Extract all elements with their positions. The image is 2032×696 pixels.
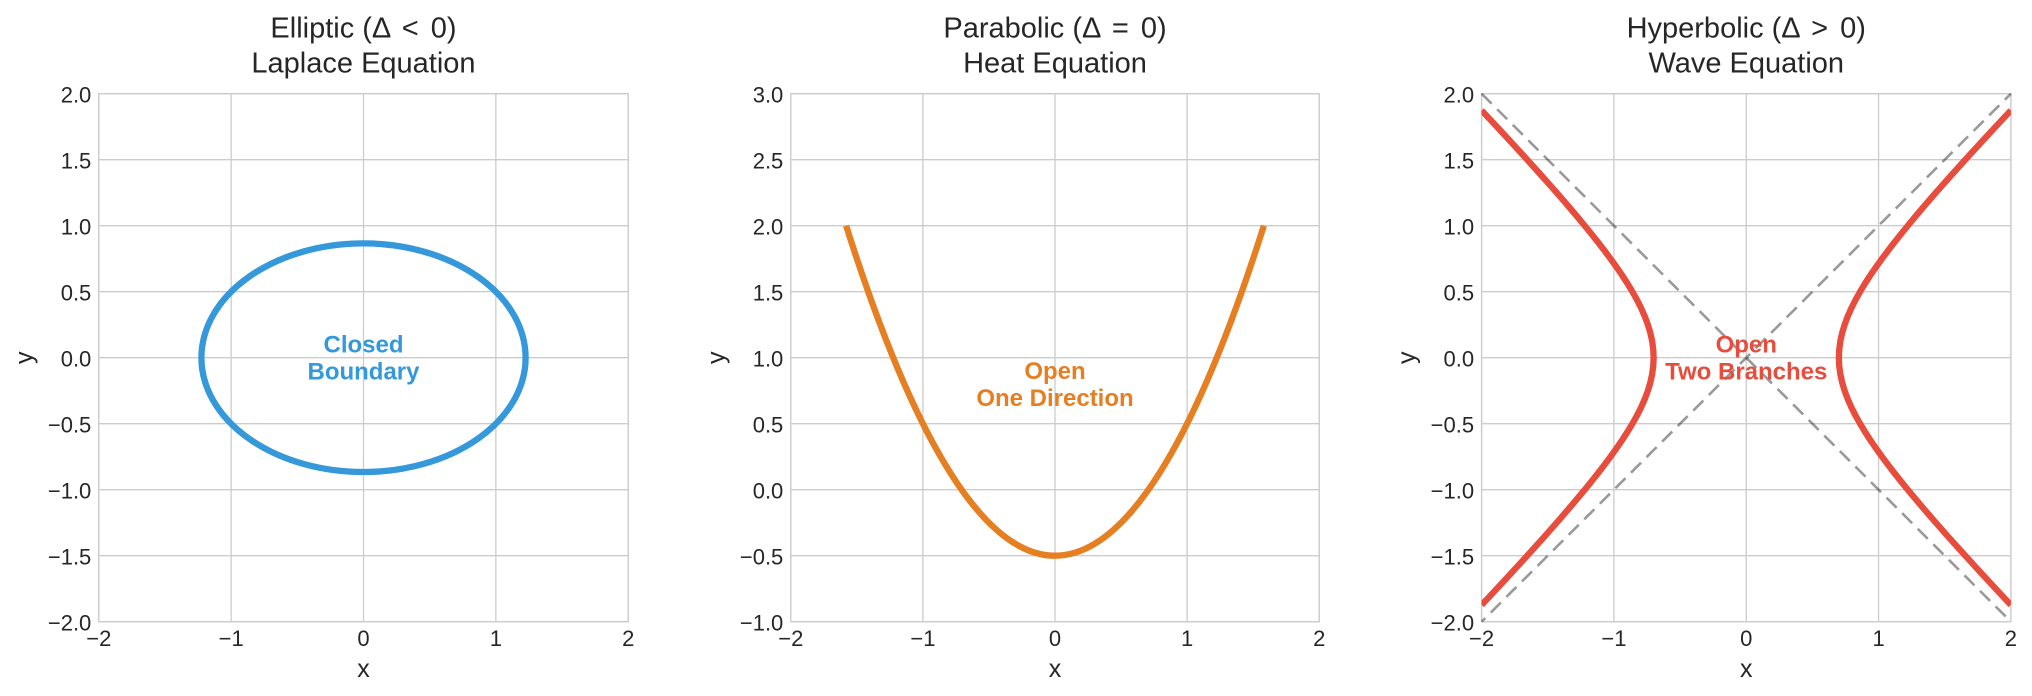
svg-text:One Direction: One Direction (976, 385, 1133, 412)
svg-text:Open: Open (1716, 331, 1777, 358)
svg-text:0.0: 0.0 (753, 479, 784, 504)
svg-text:1.5: 1.5 (753, 281, 784, 306)
svg-text:−1.5: −1.5 (48, 545, 91, 570)
svg-text:Parabolic (Δ = 0): Parabolic (Δ = 0) (943, 13, 1166, 45)
svg-text:−1.0: −1.0 (740, 611, 783, 636)
svg-text:2: 2 (2005, 626, 2017, 651)
svg-text:2: 2 (622, 626, 634, 651)
svg-text:x: x (1740, 655, 1753, 683)
svg-text:1.0: 1.0 (1444, 215, 1475, 240)
svg-text:Hyperbolic (Δ > 0): Hyperbolic (Δ > 0) (1627, 13, 1866, 45)
svg-text:2.0: 2.0 (1444, 83, 1475, 108)
svg-text:Laplace Equation: Laplace Equation (251, 47, 475, 79)
svg-text:Open: Open (1024, 358, 1085, 385)
svg-text:−2.0: −2.0 (1431, 611, 1474, 636)
svg-text:0.5: 0.5 (753, 413, 784, 438)
svg-text:−0.5: −0.5 (1431, 413, 1474, 438)
svg-text:Wave Equation: Wave Equation (1648, 47, 1844, 79)
svg-text:−1.0: −1.0 (48, 479, 91, 504)
svg-text:y: y (10, 351, 38, 364)
svg-text:y: y (1393, 351, 1421, 364)
svg-text:1: 1 (1181, 626, 1193, 651)
svg-text:−2.0: −2.0 (48, 611, 91, 636)
svg-text:1: 1 (1872, 626, 1884, 651)
svg-text:Closed: Closed (323, 331, 403, 358)
svg-text:1.5: 1.5 (61, 149, 92, 174)
svg-text:−1.5: −1.5 (1431, 545, 1474, 570)
svg-text:0: 0 (1049, 626, 1061, 651)
svg-text:Heat Equation: Heat Equation (963, 47, 1147, 79)
svg-text:1.0: 1.0 (753, 347, 784, 372)
svg-text:Two Branches: Two Branches (1665, 359, 1827, 386)
svg-text:1.0: 1.0 (61, 215, 92, 240)
svg-text:2: 2 (1313, 626, 1325, 651)
svg-text:x: x (1049, 655, 1062, 683)
svg-text:1: 1 (490, 626, 502, 651)
svg-text:0.0: 0.0 (61, 347, 92, 372)
svg-text:−0.5: −0.5 (740, 545, 783, 570)
svg-text:Elliptic (Δ < 0): Elliptic (Δ < 0) (270, 13, 456, 45)
svg-text:Boundary: Boundary (307, 359, 420, 386)
svg-text:2.5: 2.5 (753, 149, 784, 174)
svg-text:−2: −2 (778, 626, 803, 651)
svg-text:0: 0 (357, 626, 369, 651)
svg-text:x: x (357, 655, 370, 683)
svg-text:0.5: 0.5 (61, 281, 92, 306)
svg-text:−1: −1 (910, 626, 935, 651)
svg-text:−0.5: −0.5 (48, 413, 91, 438)
svg-text:0.0: 0.0 (1444, 347, 1475, 372)
svg-text:−2: −2 (1469, 626, 1494, 651)
svg-text:y: y (702, 351, 730, 364)
svg-text:2.0: 2.0 (61, 83, 92, 108)
svg-text:2.0: 2.0 (753, 215, 784, 240)
svg-text:0.5: 0.5 (1444, 281, 1475, 306)
svg-text:3.0: 3.0 (753, 83, 784, 108)
svg-text:−1: −1 (219, 626, 244, 651)
svg-text:1.5: 1.5 (1444, 149, 1475, 174)
svg-text:0: 0 (1740, 626, 1752, 651)
svg-text:−2: −2 (86, 626, 111, 651)
svg-text:−1.0: −1.0 (1431, 479, 1474, 504)
svg-text:−1: −1 (1601, 626, 1626, 651)
